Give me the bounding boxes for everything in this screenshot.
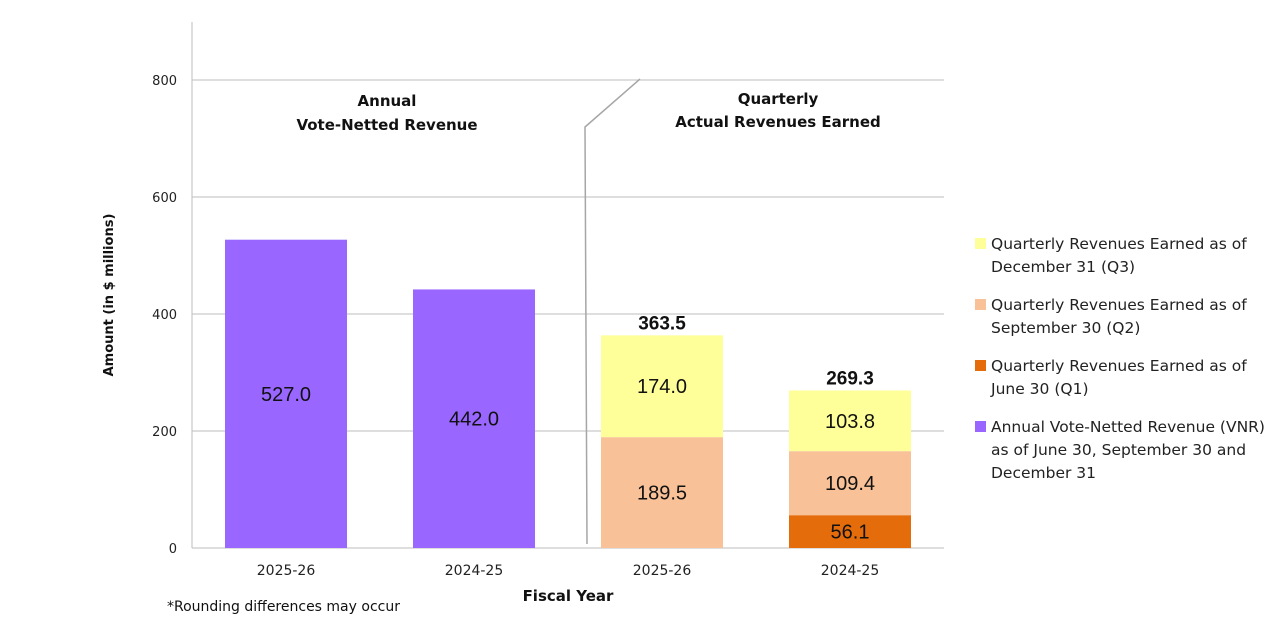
section-title: Annual	[358, 92, 417, 110]
total-label: 269.3	[826, 368, 874, 389]
rounding-note: *Rounding differences may occur	[167, 599, 400, 615]
section-title: Vote-Netted Revenue	[296, 116, 477, 134]
data-label: 56.1	[831, 522, 870, 544]
y-tick-label: 200	[152, 425, 177, 440]
x-axis-title: Fiscal Year	[523, 587, 614, 605]
y-tick-label: 400	[152, 308, 177, 323]
section-divider	[584, 78, 641, 545]
bar-segment	[789, 451, 911, 516]
y-axis-title: Amount (in $ millions)	[102, 214, 117, 377]
legend-swatch	[975, 421, 986, 432]
legend-label-line: June 30 (Q1)	[991, 380, 1089, 398]
legend-label-line: Quarterly Revenues Earned as of	[991, 296, 1247, 314]
legend-item: Quarterly Revenues Earned as of December …	[975, 233, 1275, 279]
data-label: 103.8	[825, 411, 875, 433]
legend-swatch	[975, 360, 986, 371]
legend-item: Quarterly Revenues Earned as of June 30 (…	[975, 355, 1275, 401]
data-label: 109.4	[825, 473, 875, 495]
y-tick-label: 600	[152, 191, 177, 206]
legend-label-line: December 31	[991, 464, 1097, 482]
section-title: Quarterly	[738, 90, 819, 108]
legend-label-line: as of June 30, September 30 and	[991, 441, 1247, 459]
legend-label-line: Quarterly Revenues Earned as of	[991, 235, 1247, 253]
bar-segment	[225, 239, 347, 548]
data-label: 174.0	[637, 376, 687, 398]
legend-label-line: Annual Vote-Netted Revenue (VNR)	[991, 418, 1265, 436]
data-label: 189.5	[637, 483, 687, 505]
data-label: 442.0	[449, 409, 499, 431]
legend-swatch	[975, 238, 986, 249]
bar-segment	[413, 289, 535, 548]
legend-label: Quarterly Revenues Earned as of September…	[991, 294, 1247, 340]
y-tick-label: 0	[169, 542, 177, 557]
legend-label: Quarterly Revenues Earned as of December …	[991, 233, 1247, 279]
legend-label-line: December 31 (Q3)	[991, 258, 1136, 276]
bar-segment	[789, 390, 911, 452]
legend: Quarterly Revenues Earned as of December …	[975, 233, 1275, 500]
legend-item: Annual Vote-Netted Revenue (VNR) as of Ju…	[975, 416, 1275, 485]
x-tick-label: 2025-26	[633, 563, 692, 579]
x-tick-label: 2024-25	[445, 563, 504, 579]
legend-label-line: Quarterly Revenues Earned as of	[991, 357, 1247, 375]
legend-label-line: September 30 (Q2)	[991, 319, 1141, 337]
bar-segment	[789, 515, 911, 548]
legend-swatch	[975, 299, 986, 310]
y-tick-label: 800	[152, 74, 177, 89]
legend-label: Quarterly Revenues Earned as of June 30 (…	[991, 355, 1247, 401]
x-tick-label: 2024-25	[821, 563, 880, 579]
bar-segment	[601, 437, 723, 548]
data-label: 527.0	[261, 384, 311, 406]
legend-label: Annual Vote-Netted Revenue (VNR) as of Ju…	[991, 416, 1265, 485]
x-tick-label: 2025-26	[257, 563, 316, 579]
section-title: Actual Revenues Earned	[675, 113, 881, 131]
total-label: 363.5	[638, 313, 686, 334]
bar-segment	[601, 335, 723, 438]
legend-item: Quarterly Revenues Earned as of September…	[975, 294, 1275, 340]
